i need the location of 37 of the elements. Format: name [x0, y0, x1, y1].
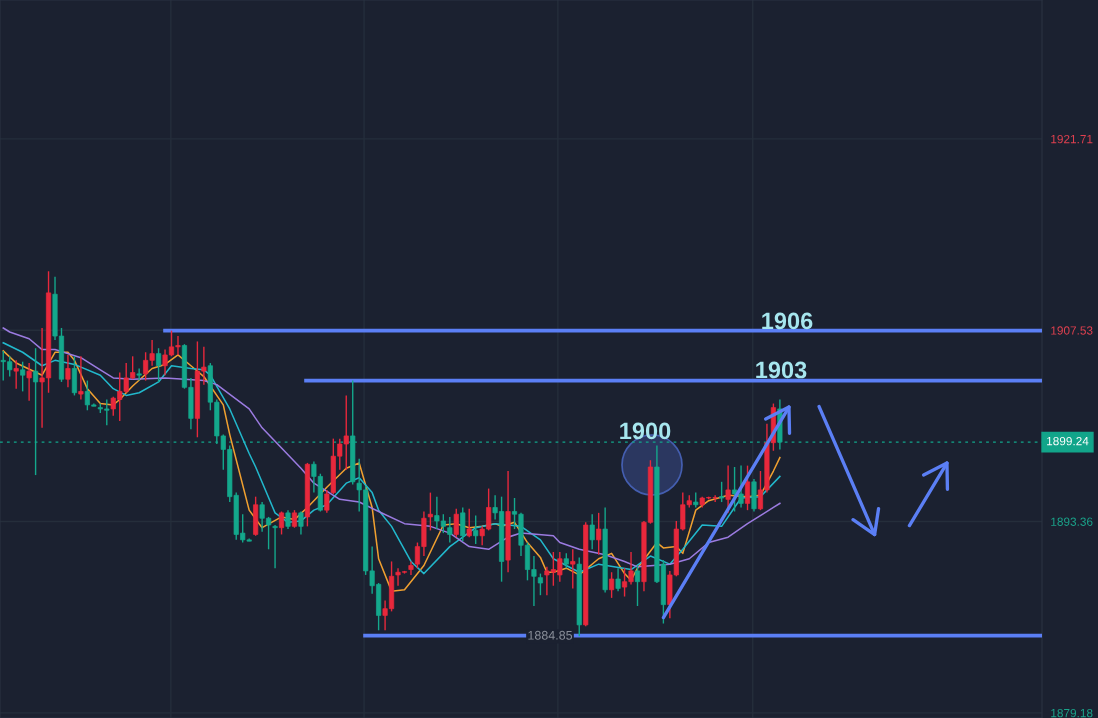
annotation: 1903	[756, 361, 807, 379]
candlestick	[738, 464, 744, 509]
candlestick	[13, 359, 19, 390]
annotation: 1900	[620, 422, 671, 440]
candlestick	[537, 572, 543, 596]
candlestick	[744, 464, 751, 511]
candlestick	[324, 489, 330, 514]
y-tick-label: 1907.53	[1051, 326, 1093, 335]
candlestick	[136, 367, 142, 382]
candlestick	[285, 509, 291, 530]
annotation: 1884.85	[528, 630, 573, 640]
annotation: 1906	[762, 312, 813, 330]
y-tick-label: 1893.36	[1051, 517, 1093, 526]
candlestick	[570, 548, 576, 590]
candlestick	[427, 491, 433, 532]
ref-line-label: 1899.24	[1047, 436, 1089, 446]
candlestick	[589, 513, 595, 550]
candlestick	[78, 355, 84, 401]
candlestick	[447, 516, 453, 544]
candlestick	[473, 514, 479, 545]
candlestick	[609, 571, 615, 599]
y-tick-label: 1921.71	[1051, 134, 1093, 144]
candlestick	[20, 361, 26, 393]
candlestick	[272, 524, 278, 569]
candlestick	[634, 564, 641, 607]
candlestick	[156, 347, 162, 383]
candlestick	[719, 481, 725, 503]
candlestick	[453, 508, 459, 538]
candlestick	[460, 506, 466, 542]
candlestick	[725, 464, 731, 514]
candlestick	[596, 512, 602, 556]
candlestick	[65, 354, 71, 389]
candlestick	[466, 508, 472, 538]
candlestick	[26, 362, 32, 402]
y-tick-label: 1879.18	[1051, 708, 1093, 718]
candlestick	[408, 560, 414, 576]
candlestick	[615, 567, 621, 592]
